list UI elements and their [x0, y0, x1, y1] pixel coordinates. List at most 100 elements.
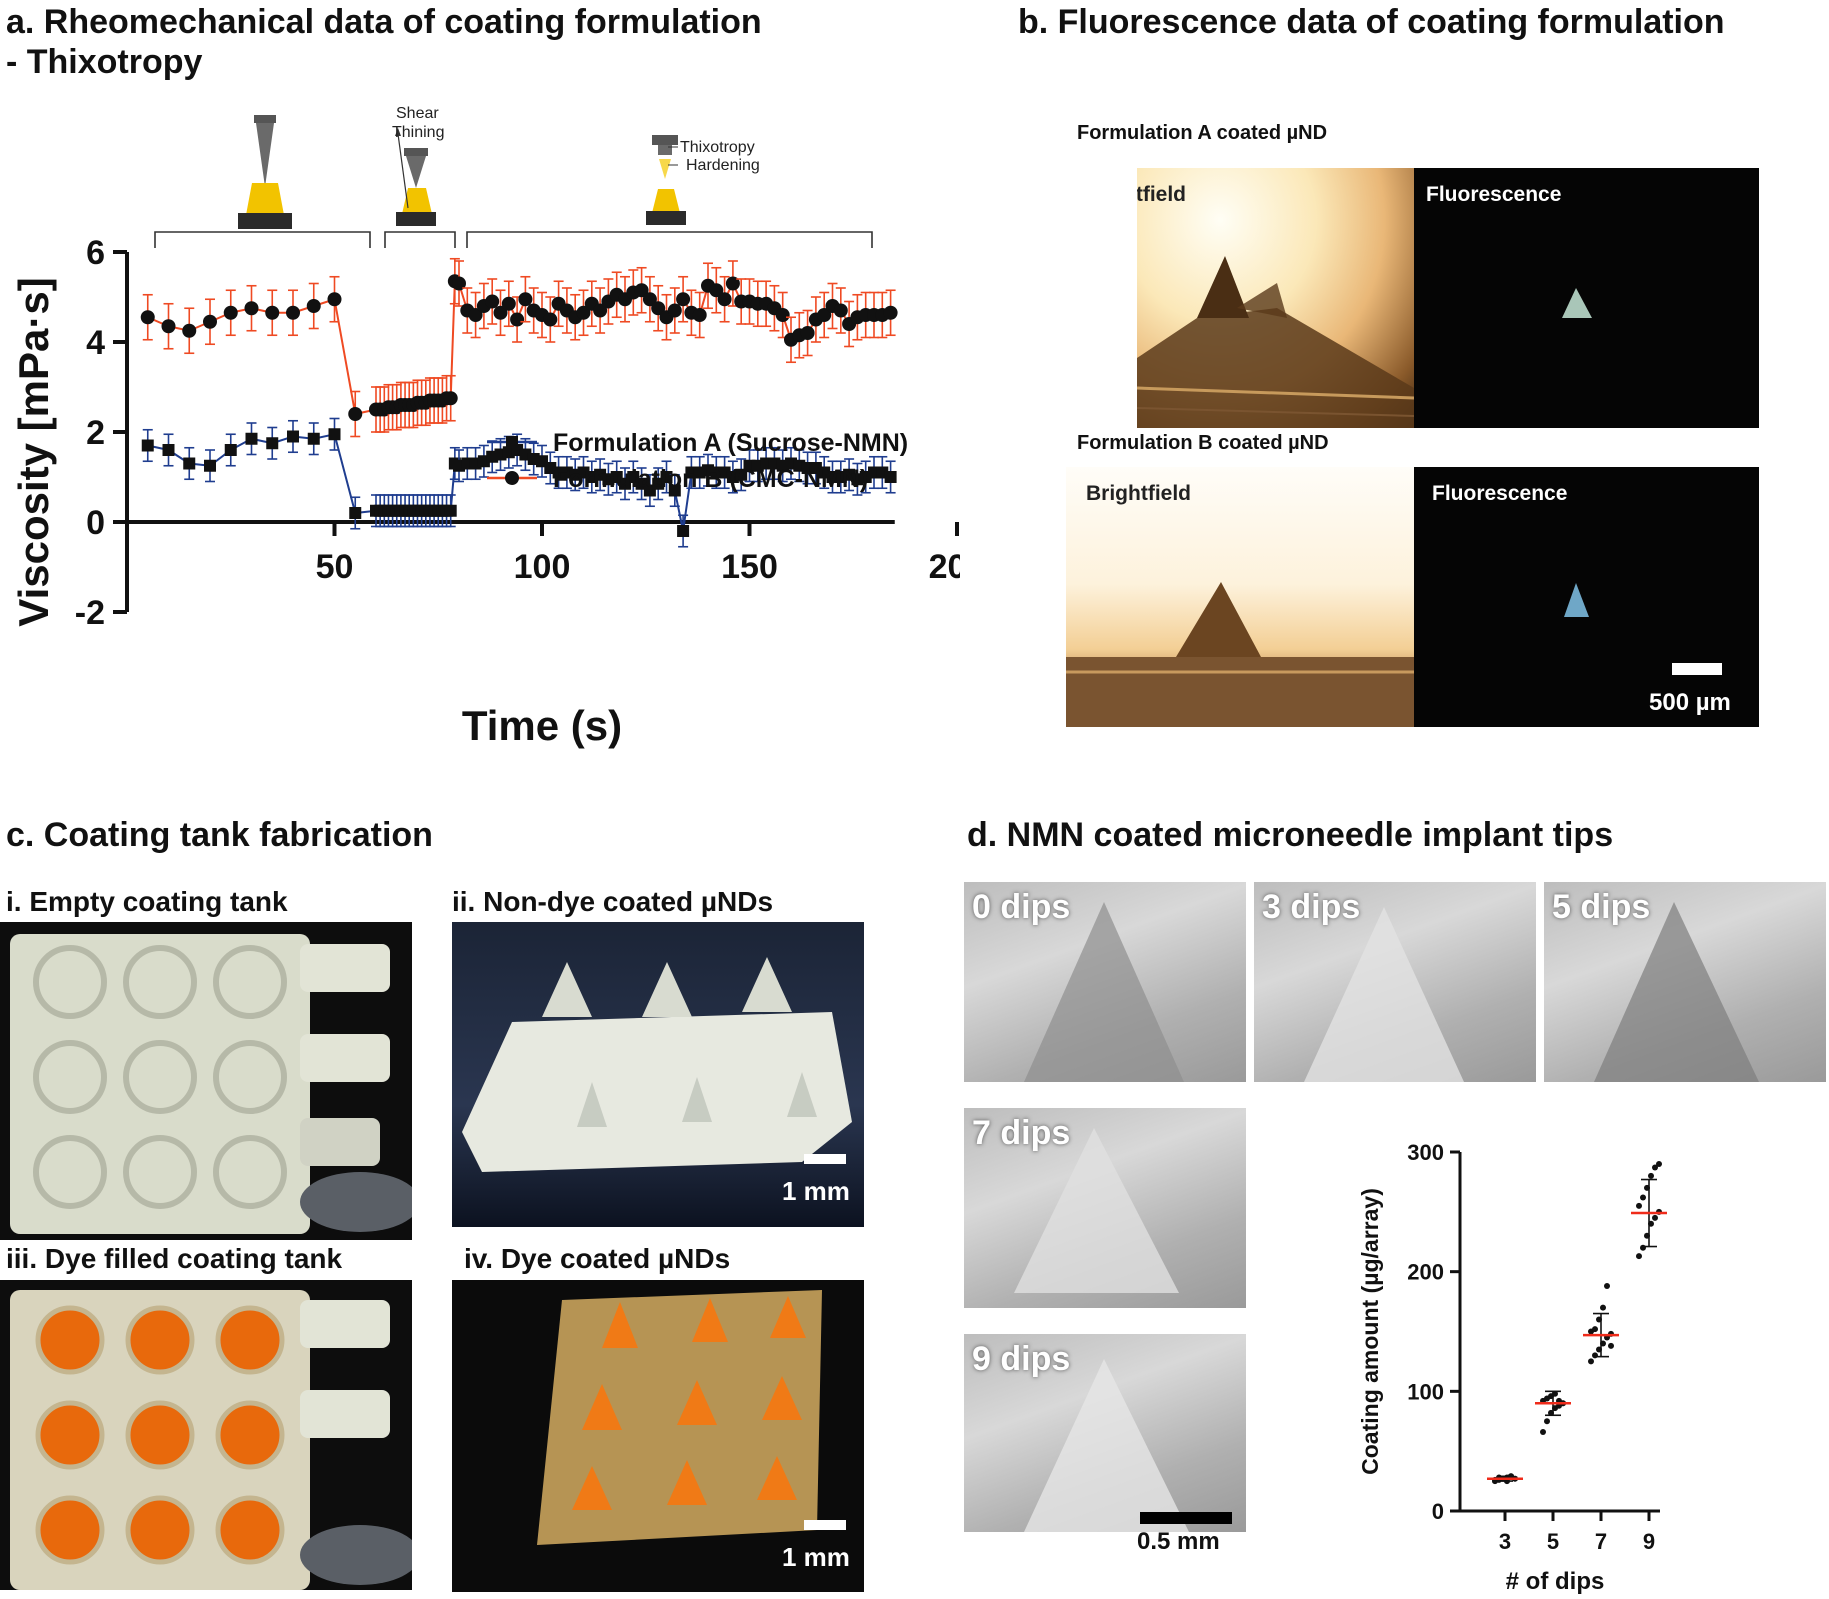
data-point	[203, 314, 217, 329]
data-point	[1640, 1194, 1646, 1201]
dye-filled-tank-photo	[0, 1280, 412, 1590]
panel-a-title-line2: - Thixotropy	[6, 43, 203, 81]
data-point	[1648, 1172, 1654, 1179]
y-axis-title: Coating amount (µg/array)	[1357, 1188, 1383, 1475]
data-point	[634, 283, 649, 298]
non-dye-coated-photo: 1 mm	[452, 922, 864, 1227]
panel-a-title-line1: a. Rheomechanical data of coating formul…	[6, 3, 762, 41]
sem-image-7-dips: 7 dips	[964, 1108, 1246, 1308]
data-point	[348, 407, 363, 421]
data-point	[511, 444, 524, 456]
fluorescence-label-b: Fluorescence	[1432, 482, 1568, 505]
data-point	[183, 457, 196, 470]
data-point	[800, 326, 815, 340]
data-point	[266, 437, 279, 450]
x-axis-title: # of dips	[1506, 1568, 1605, 1595]
empty-coating-tank-photo	[0, 922, 412, 1240]
panel-a-title: a. Rheomechanical data of coating formul…	[6, 2, 762, 82]
scale-bar-500um	[1672, 663, 1722, 675]
y-tick-label: 2	[86, 414, 105, 452]
data-point	[182, 323, 197, 338]
sem-label-5-dips: 5 dips	[1552, 888, 1651, 926]
data-point	[1588, 1358, 1594, 1365]
sem-image-9-dips: 9 dips	[964, 1334, 1246, 1532]
fluorescence-image-b: Fluorescence 500 µm	[1414, 467, 1759, 727]
x-tick-label: 150	[721, 548, 778, 586]
data-point	[576, 305, 591, 320]
series-formulation-a	[141, 417, 897, 548]
data-point	[1656, 1160, 1662, 1167]
stage-icon-thixotropy	[646, 135, 686, 225]
panel-c-title: c. Coating tank fabrication	[6, 816, 433, 854]
data-point	[161, 319, 176, 334]
stage-icons: Shear Thining Thixotropy Hardening	[238, 105, 760, 229]
data-point	[1608, 1342, 1614, 1349]
fluorescence-image-a: Fluorescence	[1414, 168, 1759, 428]
y-tick-label: 0	[1432, 1499, 1444, 1524]
data-point	[1636, 1253, 1642, 1260]
x-tick-label: 7	[1595, 1529, 1607, 1554]
x-tick-label: 50	[316, 548, 354, 586]
panel-b-title: b. Fluorescence data of coating formulat…	[1018, 3, 1725, 41]
stage-brackets	[154, 231, 873, 248]
data-point	[642, 292, 657, 307]
data-point	[775, 308, 790, 322]
scale-label-500um: 500 µm	[1649, 689, 1731, 716]
viscosity-chart: Shear Thining Thixotropy Hardening -2 0 2 4…	[10, 105, 960, 749]
sem-image-5-dips: 5 dips	[1544, 882, 1826, 1082]
x-tick-label: 3	[1499, 1529, 1511, 1554]
brightfield-label-b: Brightfield	[1086, 482, 1191, 505]
stage-label-hardening: Hardening	[686, 157, 760, 174]
y-tick-label: 200	[1407, 1260, 1444, 1285]
data-point	[223, 305, 238, 320]
data-point	[349, 507, 362, 519]
legend-marker	[506, 436, 518, 448]
sem-label-9-dips: 9 dips	[972, 1340, 1071, 1378]
data-point	[1636, 1202, 1642, 1209]
x-tick-label: 100	[514, 548, 571, 586]
data-point	[287, 430, 299, 443]
data-point	[245, 432, 258, 445]
data-point	[518, 292, 533, 307]
group-9-dips	[1631, 1160, 1667, 1260]
data-point	[676, 292, 691, 307]
data-point	[204, 459, 216, 472]
data-point	[667, 303, 682, 318]
y-tick-label: 6	[86, 234, 105, 272]
brightfield-image-b: Brightfield	[1066, 467, 1414, 727]
sem-label-7-dips: 7 dips	[972, 1114, 1071, 1152]
subpanel-iii-label: iii. Dye filled coating tank	[6, 1243, 343, 1274]
coating-amount-chart: 0 100 200 300 3 5 7 9 # of dips Coating amount (µ…	[1357, 1140, 1667, 1595]
stage-label-shear-2: Thining	[392, 124, 444, 141]
data-point	[833, 303, 848, 318]
scale-bar-1mm-ii	[804, 1154, 846, 1164]
data-point	[306, 299, 321, 313]
y-tick-label: 300	[1407, 1140, 1444, 1165]
data-point	[543, 312, 558, 327]
data-point	[452, 276, 466, 291]
data-point	[328, 428, 341, 441]
data-point	[709, 283, 724, 298]
group-7-dips	[1583, 1283, 1619, 1365]
data-point	[817, 308, 832, 322]
sem-image-0-dips: 0 dips	[964, 882, 1246, 1082]
data-point	[593, 303, 608, 318]
data-point	[485, 294, 500, 309]
data-point	[265, 305, 280, 320]
legend-label: Formulation A (Sucrose-NMN)	[553, 429, 908, 457]
legend-marker	[505, 471, 519, 485]
data-point	[1604, 1283, 1610, 1290]
panel-d-title: d. NMN coated microneedle implant tips	[967, 816, 1614, 854]
data-point	[443, 391, 458, 406]
x-axis-title: Time (s)	[462, 702, 622, 749]
row1-label: Formulation A coated µND	[1077, 122, 1328, 144]
stage-label-thixotropy: Thixotropy	[680, 139, 755, 156]
data-point	[244, 301, 259, 316]
sem-label-3-dips: 3 dips	[1262, 888, 1361, 926]
data-point	[1592, 1352, 1598, 1359]
data-point	[501, 296, 516, 311]
scale-bar-1mm-iv	[804, 1520, 846, 1530]
scale-bar-0-5mm	[1140, 1512, 1232, 1524]
data-point	[1592, 1326, 1598, 1333]
row2-label: Formulation B coated µND	[1077, 432, 1329, 454]
